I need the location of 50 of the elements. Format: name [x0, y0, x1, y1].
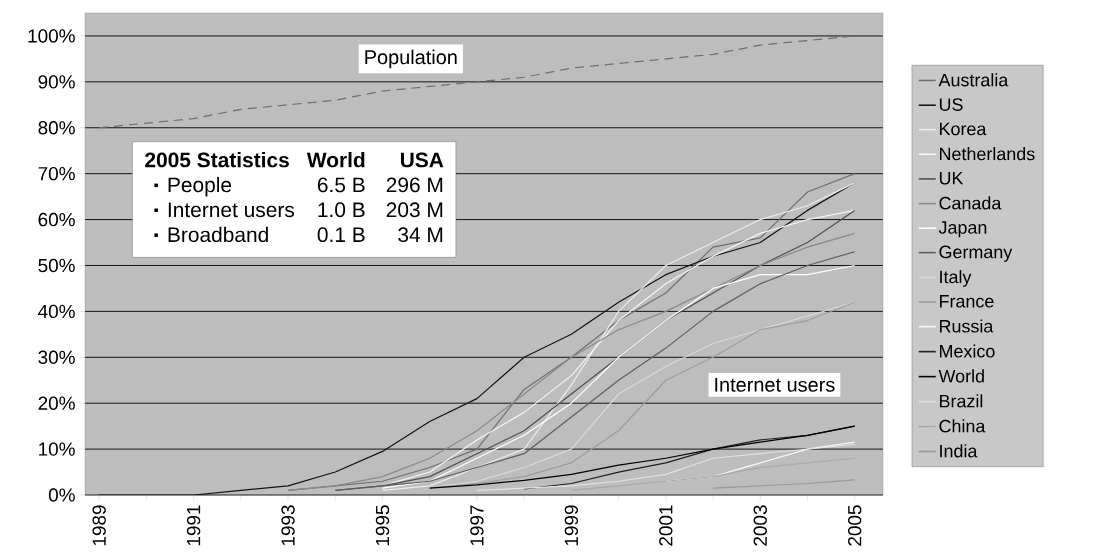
- annotation: 203 M: [386, 202, 443, 218]
- legend-label: World: [938, 369, 984, 383]
- annotation: People: [168, 176, 232, 197]
- annotation: Broadband: [168, 226, 268, 243]
- x-tick-label: 1989: [92, 505, 106, 546]
- y-tick-label: 40%: [38, 304, 75, 319]
- annotation: 0.1 B: [317, 227, 365, 243]
- x-tick-label: 1997: [470, 505, 484, 546]
- annotation: Population: [365, 49, 457, 69]
- legend-label: UK: [939, 172, 964, 185]
- x-tick-label: 1999: [564, 505, 579, 546]
- y-tick-label: 10%: [39, 442, 75, 456]
- y-tick-label: 80%: [38, 121, 75, 135]
- y-tick-label: 0%: [48, 488, 75, 502]
- annotation: 296 M: [386, 177, 443, 193]
- legend-label: Netherlands: [940, 147, 1035, 161]
- y-tick-label: 30%: [38, 350, 75, 364]
- x-tick-label: 1993: [281, 505, 295, 546]
- annotation: USA: [400, 152, 444, 168]
- annotation: Internet users: [715, 377, 835, 392]
- legend-label: Korea: [940, 122, 987, 136]
- legend-label: US: [939, 98, 963, 111]
- y-tick-label: 50%: [38, 258, 75, 273]
- legend-label: Brazil: [940, 394, 983, 408]
- annotation: 2005 Statistics: [145, 152, 289, 168]
- y-tick-label: 70%: [38, 166, 75, 181]
- legend-label: Australia: [938, 73, 1009, 87]
- legend-label: Canada: [939, 196, 1002, 210]
- legend-label: Russia: [940, 319, 994, 333]
- annotation: 6.5 B: [317, 177, 365, 193]
- annotation: World: [306, 152, 365, 168]
- x-tick-label: 1991: [186, 505, 201, 546]
- legend-label: China: [939, 419, 986, 433]
- legend-label: Mexico: [940, 344, 995, 358]
- legend-label: Germany: [939, 245, 1013, 262]
- legend-label: Japan: [938, 221, 987, 238]
- x-tick-label: 2005: [847, 505, 862, 546]
- y-tick-label: 60%: [38, 212, 75, 227]
- legend-label: France: [940, 295, 994, 308]
- annotation: Internet users: [168, 202, 295, 218]
- y-tick-label: 100%: [28, 29, 75, 43]
- annotation: 34 M: [398, 227, 443, 243]
- y-tick-label: 20%: [38, 396, 75, 410]
- annotation: 1.0 B: [318, 202, 365, 218]
- x-tick-label: 2003: [753, 505, 767, 546]
- y-tick-label: 90%: [38, 75, 75, 89]
- legend-label: India: [940, 444, 978, 458]
- legend-label: Italy: [940, 270, 972, 287]
- x-tick-label: 1995: [375, 505, 390, 546]
- x-tick-label: 2001: [659, 505, 673, 546]
